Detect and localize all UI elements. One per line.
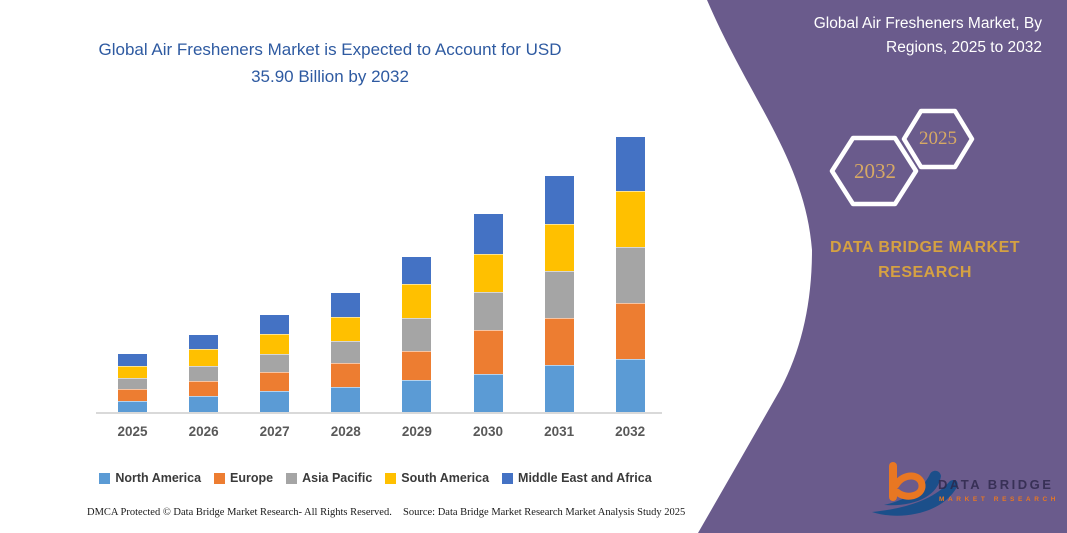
bar-segment-south-america xyxy=(260,334,290,355)
panel-title-line1: Global Air Fresheners Market, By xyxy=(813,15,1042,32)
bar-segment-south-america xyxy=(189,348,219,366)
x-axis-label-2030: 2030 xyxy=(472,424,504,439)
brand-wordmark: DATA BRIDGE MARKET RESEARCH xyxy=(800,235,1050,285)
x-axis-line xyxy=(96,412,662,414)
chart-legend: North America Europe Asia Pacific South Ame… xyxy=(78,471,673,485)
legend-swatch xyxy=(286,472,298,484)
panel-title: Global Air Fresheners Market, By Regions… xyxy=(712,12,1042,60)
bar-segment-middle-east-and-africa xyxy=(544,176,574,225)
legend-item-europe: Europe xyxy=(214,471,273,485)
bar-segment-south-america xyxy=(118,365,147,379)
stacked-bar-2030 xyxy=(473,213,503,412)
bar-segment-europe xyxy=(331,363,361,388)
bar-segment-europe xyxy=(544,317,574,366)
copyright-text: DMCA Protected © Data Bridge Market Rese… xyxy=(87,507,392,518)
brand-line2: RESEARCH xyxy=(878,264,972,281)
bar-segment-asia-pacific xyxy=(615,246,645,303)
legend-item-north-america: North America xyxy=(99,471,201,485)
logo-tagline-text: MARKET RESEARCH xyxy=(939,496,1060,503)
logo-name-text: DATA BRIDGE xyxy=(938,477,1054,492)
bar-segment-north-america xyxy=(331,387,361,412)
x-axis-label-2028: 2028 xyxy=(330,424,361,439)
bar-segment-middle-east-and-africa xyxy=(260,315,290,335)
chart-title-line2: 35.90 Billion by 2032 xyxy=(251,67,409,86)
bar-segment-north-america xyxy=(118,400,147,412)
bar-segment-middle-east-and-africa xyxy=(189,334,219,349)
hexagon-year-2025: 2025 xyxy=(919,128,957,149)
x-axis-label-2031: 2031 xyxy=(544,424,575,439)
x-axis-label-2025: 2025 xyxy=(117,424,148,439)
bar-segment-south-america xyxy=(473,253,503,293)
bar-segment-north-america xyxy=(260,390,290,412)
bar-segment-middle-east-and-africa xyxy=(402,256,432,284)
bar-segment-south-america xyxy=(544,224,574,272)
bar-segment-europe xyxy=(118,389,147,401)
bar-segment-asia-pacific xyxy=(118,378,147,390)
bar-segment-middle-east-and-africa xyxy=(118,354,147,366)
bar-segment-south-america xyxy=(402,283,432,318)
stacked-bar-2028 xyxy=(331,292,361,412)
bar-segment-north-america xyxy=(544,365,574,412)
source-text: Source: Data Bridge Market Research Mark… xyxy=(403,507,686,518)
x-axis-label-2026: 2026 xyxy=(188,424,219,439)
legend-label: Europe xyxy=(230,471,274,485)
stacked-bar-2031 xyxy=(544,176,574,412)
bar-segment-middle-east-and-africa xyxy=(615,137,645,192)
bar-segment-europe xyxy=(260,372,290,391)
legend-swatch xyxy=(385,472,397,484)
x-axis-label-2027: 2027 xyxy=(259,424,290,439)
bar-segment-asia-pacific xyxy=(260,354,290,373)
bar-segment-europe xyxy=(402,350,432,380)
stacked-bar-2029 xyxy=(402,256,432,412)
bar-segment-asia-pacific xyxy=(189,365,219,381)
legend-swatch xyxy=(214,472,226,484)
bar-segment-south-america xyxy=(615,191,645,247)
dbmr-logo: DATA BRIDGE MARKET RESEARCH xyxy=(870,460,1055,520)
bar-segment-asia-pacific xyxy=(331,340,361,364)
stacked-bar-chart: 2025 2026 2027 2028 2029 2030 2031 2032 xyxy=(96,137,662,439)
bar-segment-north-america xyxy=(189,395,219,412)
bar-segment-asia-pacific xyxy=(402,317,432,351)
chart-title-line1: Global Air Fresheners Market is Expected… xyxy=(98,40,562,59)
bar-segment-asia-pacific xyxy=(544,271,574,318)
bar-segment-north-america xyxy=(473,373,503,412)
legend-item-middle-east-and-africa: Middle East and Africa xyxy=(502,471,652,485)
legend-item-asia-pacific: Asia Pacific xyxy=(286,471,372,485)
legend-swatch xyxy=(502,472,514,484)
hexagon-year-2032: 2032 xyxy=(854,159,896,183)
legend-label: Middle East and Africa xyxy=(518,471,652,485)
bar-segment-europe xyxy=(473,330,503,374)
brand-line1: DATA BRIDGE MARKET xyxy=(829,239,1021,256)
bar-segment-europe xyxy=(615,302,645,359)
stacked-bar-2025 xyxy=(118,354,147,412)
legend-swatch xyxy=(99,472,111,484)
x-axis-label-2029: 2029 xyxy=(401,424,432,439)
bar-segment-north-america xyxy=(402,379,432,412)
x-axis-label-2032: 2032 xyxy=(615,424,646,439)
bar-segment-middle-east-and-africa xyxy=(331,292,361,318)
legend-label: North America xyxy=(115,471,202,485)
stacked-bar-2026 xyxy=(189,334,219,412)
stacked-bar-2027 xyxy=(260,315,290,412)
bar-segment-middle-east-and-africa xyxy=(473,213,503,254)
bar-segment-north-america xyxy=(615,358,645,412)
bar-segment-europe xyxy=(189,380,219,396)
legend-item-south-america: South America xyxy=(385,471,489,485)
bar-segment-asia-pacific xyxy=(473,292,503,331)
chart-title: Global Air Fresheners Market is Expected… xyxy=(60,36,600,90)
legend-label: South America xyxy=(401,471,490,485)
bar-segment-south-america xyxy=(331,317,361,341)
panel-title-line2: Regions, 2025 to 2032 xyxy=(886,39,1042,56)
legend-label: Asia Pacific xyxy=(302,471,373,485)
stacked-bar-2032 xyxy=(615,137,645,412)
